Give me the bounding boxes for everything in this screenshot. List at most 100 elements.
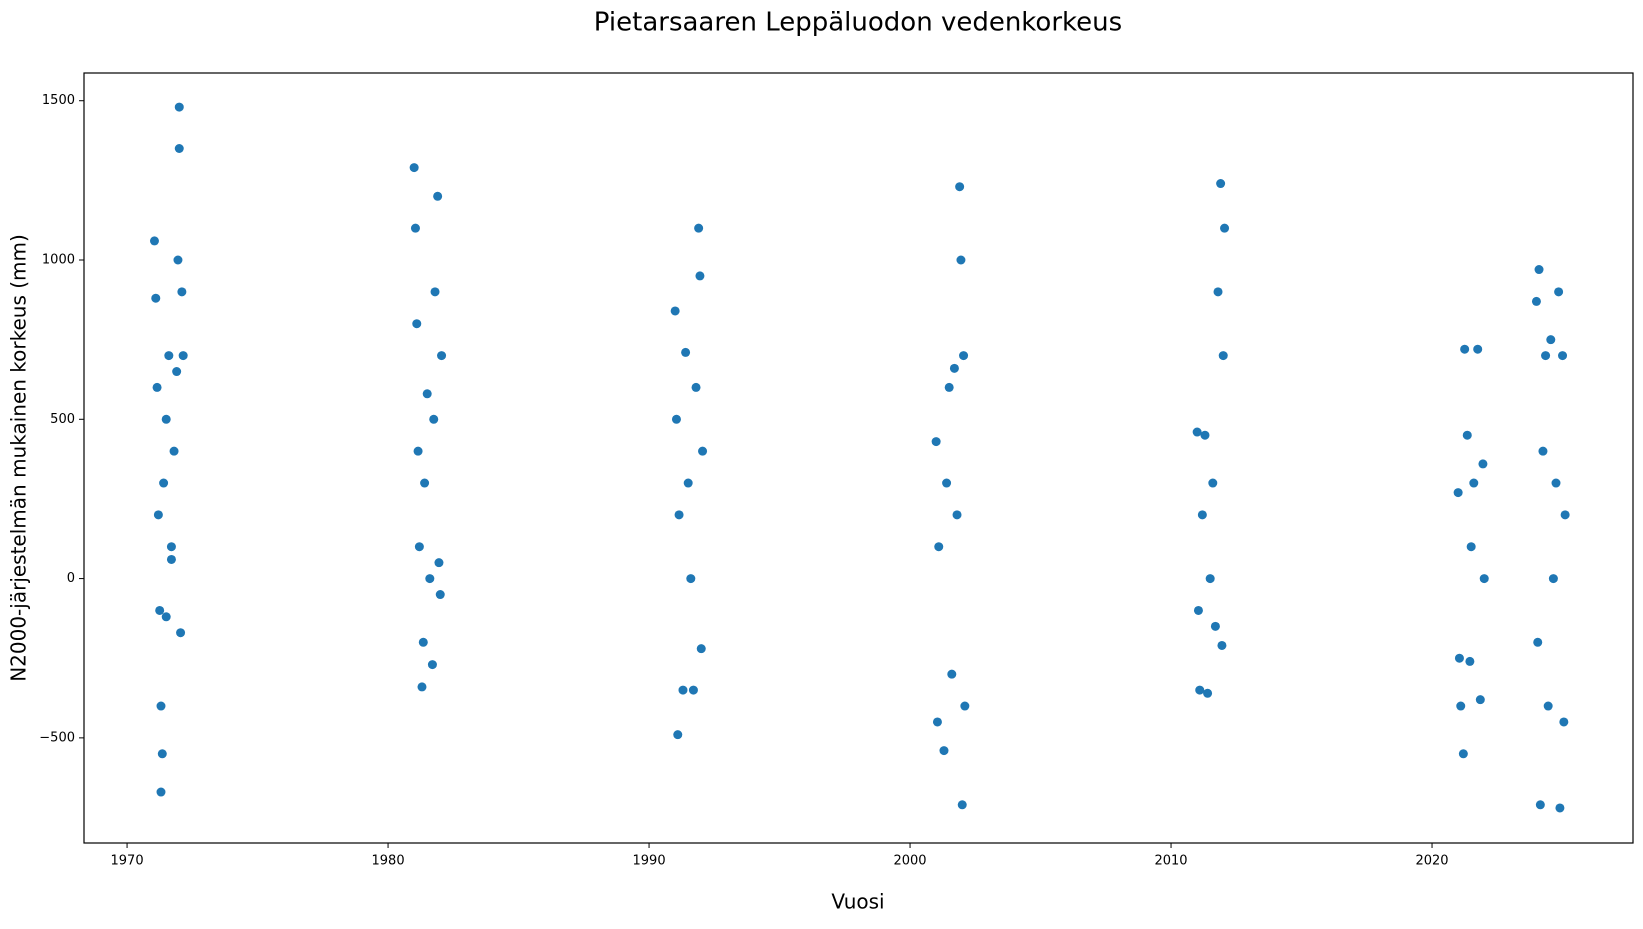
point — [691, 382, 701, 392]
point — [1203, 688, 1213, 698]
point — [931, 437, 941, 447]
point — [674, 510, 684, 520]
point — [1466, 542, 1476, 552]
point — [947, 669, 957, 679]
point — [1208, 478, 1218, 488]
point — [1218, 351, 1228, 361]
point — [1217, 640, 1227, 650]
point — [957, 800, 967, 810]
point — [161, 414, 171, 424]
point — [1193, 605, 1203, 615]
point — [1469, 478, 1479, 488]
point — [427, 660, 437, 670]
point — [955, 182, 965, 192]
point — [156, 787, 166, 797]
point — [959, 351, 969, 361]
point — [153, 510, 163, 520]
point — [1531, 296, 1541, 306]
point — [172, 367, 182, 377]
point — [176, 628, 186, 638]
point — [412, 319, 422, 329]
point — [1192, 427, 1202, 437]
point — [673, 730, 683, 740]
point — [1460, 344, 1470, 354]
point — [944, 382, 954, 392]
x-tick-label: 2020 — [1415, 854, 1448, 869]
point — [434, 558, 444, 568]
point — [418, 637, 428, 647]
point — [952, 510, 962, 520]
point — [437, 351, 447, 361]
x-axis-label: Vuosi — [831, 890, 884, 914]
point — [1533, 637, 1543, 647]
point — [1548, 574, 1558, 584]
point — [671, 414, 681, 424]
point — [1458, 749, 1468, 759]
y-tick-label: 1500 — [42, 93, 75, 108]
point — [1453, 488, 1463, 498]
point — [414, 542, 424, 552]
point — [1541, 351, 1551, 361]
point — [161, 612, 171, 622]
y-tick-label: 500 — [50, 412, 75, 427]
point — [166, 542, 176, 552]
point — [169, 446, 179, 456]
point — [939, 746, 949, 756]
point — [433, 191, 443, 201]
point — [435, 590, 445, 600]
point — [1543, 701, 1553, 711]
point — [1535, 800, 1545, 810]
point — [1200, 430, 1210, 440]
point — [942, 478, 952, 488]
point — [149, 236, 159, 246]
point — [1454, 653, 1464, 663]
x-tick-label: 1980 — [372, 854, 405, 869]
point — [417, 682, 427, 692]
y-tick-label: −500 — [39, 730, 75, 745]
point — [420, 478, 430, 488]
point — [1465, 656, 1475, 666]
point — [1558, 351, 1568, 361]
point — [670, 306, 680, 316]
point — [156, 701, 166, 711]
x-tick-label: 2010 — [1154, 854, 1187, 869]
y-tick-label: 1000 — [42, 253, 75, 268]
point — [1220, 223, 1230, 233]
point — [410, 223, 420, 233]
point — [430, 287, 440, 297]
point — [1213, 287, 1223, 297]
point — [932, 717, 942, 727]
point — [1554, 287, 1564, 297]
point — [174, 144, 184, 154]
point — [934, 542, 944, 552]
point — [1546, 335, 1556, 345]
chart-title: Pietarsaaren Leppäluodon vedenkorkeus — [594, 8, 1122, 38]
point — [159, 478, 169, 488]
point — [1456, 701, 1466, 711]
point — [1534, 265, 1544, 275]
y-tick-label: 0 — [67, 571, 75, 586]
point — [681, 347, 691, 357]
point — [164, 351, 174, 361]
point — [1560, 510, 1570, 520]
point — [157, 749, 167, 759]
point — [1478, 459, 1488, 469]
point — [422, 389, 432, 399]
point — [429, 414, 439, 424]
x-tick-label: 2000 — [893, 854, 926, 869]
point — [960, 701, 970, 711]
point — [683, 478, 693, 488]
point — [1475, 695, 1485, 705]
point — [173, 255, 183, 265]
plot-frame — [83, 72, 1634, 844]
point — [1195, 685, 1205, 695]
point — [1197, 510, 1207, 520]
point — [155, 605, 165, 615]
point — [151, 293, 161, 303]
point — [166, 554, 176, 564]
x-tick-label: 1990 — [633, 854, 666, 869]
point — [956, 255, 966, 265]
point — [1205, 574, 1215, 584]
point — [178, 351, 188, 361]
